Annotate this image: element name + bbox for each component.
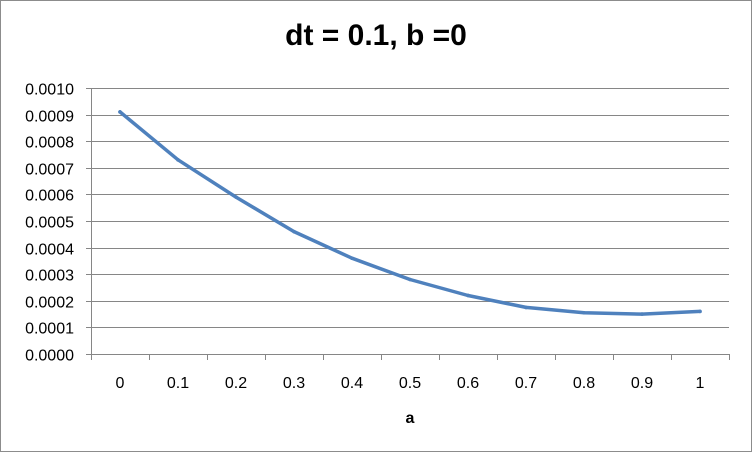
- data-point: [176, 158, 180, 162]
- data-point: [292, 229, 296, 234]
- y-tick-label: 0.0007: [25, 162, 74, 179]
- x-tick-label: 1: [696, 375, 705, 392]
- data-point: [408, 277, 412, 282]
- x-tick-label: 0.9: [631, 375, 653, 392]
- series-group: [118, 110, 702, 316]
- y-tick-label: 0.0001: [25, 321, 74, 338]
- y-tick-label: 0.0000: [25, 348, 74, 365]
- gridlines: [91, 88, 729, 328]
- y-tick-label: 0.0006: [25, 188, 74, 205]
- axes: [91, 88, 729, 355]
- y-tick-label: 0.0008: [25, 135, 74, 152]
- x-axis-ticks: 0 0.1 0.2 0.3 0.4 0.5 0.6 0.7 0.8 0.9 1: [91, 354, 730, 392]
- x-tick-label: 0.4: [341, 375, 363, 392]
- x-tick-label: 0.7: [515, 375, 537, 392]
- y-tick-label: 0.0010: [25, 82, 74, 99]
- y-tick-label: 0.0002: [25, 295, 74, 312]
- x-tick-label: 0.5: [399, 375, 421, 392]
- data-point: [524, 305, 528, 310]
- y-tick-label: 0.0004: [25, 242, 74, 259]
- series-line: [118, 110, 702, 316]
- y-tick-label: 0.0005: [25, 215, 74, 232]
- data-point: [350, 256, 354, 261]
- x-tick-label: 0: [116, 375, 125, 392]
- data-point: [234, 195, 238, 199]
- data-point: [118, 110, 122, 114]
- x-tick-label: 0.1: [167, 375, 189, 392]
- y-tick-label: 0.0003: [25, 268, 74, 285]
- data-point: [698, 309, 702, 314]
- x-tick-label: 0.3: [283, 375, 305, 392]
- x-axis-label: a: [406, 410, 415, 427]
- y-tick-label: 0.0009: [25, 109, 74, 126]
- x-tick-label: 0.8: [573, 375, 595, 392]
- data-point: [466, 293, 470, 298]
- data-point: [582, 310, 586, 315]
- chart-title: dt = 0.1, b =0: [285, 19, 467, 52]
- x-tick-label: 0.6: [457, 375, 479, 392]
- y-axis-ticks: 0.0000 0.0001 0.0002 0.0003 0.0004 0.0005 0.00…: [25, 82, 91, 365]
- x-tick-label: 0.2: [225, 375, 247, 392]
- data-point: [640, 312, 644, 316]
